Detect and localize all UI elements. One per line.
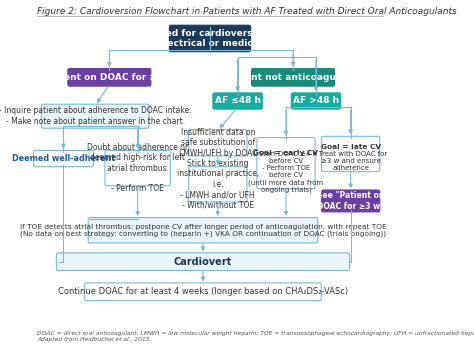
- FancyBboxPatch shape: [189, 167, 247, 202]
- FancyBboxPatch shape: [41, 104, 149, 128]
- FancyBboxPatch shape: [105, 151, 170, 186]
- Text: See "Patient on
DOAC for ≥3 w": See "Patient on DOAC for ≥3 w": [317, 191, 384, 211]
- Text: If TOE detects atrial thrombus: postpone CV after longer period of anticoagulati: If TOE detects atrial thrombus: postpone…: [19, 224, 386, 237]
- Text: Patient not anticoagulated: Patient not anticoagulated: [225, 73, 362, 82]
- FancyBboxPatch shape: [213, 93, 262, 109]
- Text: - Inquire patient about adherence to DOAC intake.
- Make note about patient answ: - Inquire patient about adherence to DOA…: [0, 106, 191, 126]
- Text: Goal = early CV: Goal = early CV: [254, 150, 319, 156]
- FancyBboxPatch shape: [252, 68, 335, 86]
- Text: Patient on DOAC for ≥3 w: Patient on DOAC for ≥3 w: [44, 73, 175, 82]
- Text: Stick to existing
institutional practice,
i.e.
- LMWH and/or UFH
- With/without : Stick to existing institutional practice…: [177, 159, 259, 210]
- FancyBboxPatch shape: [257, 137, 315, 189]
- FancyBboxPatch shape: [56, 253, 349, 271]
- Text: Insufficient data on
safe substitution of
LMWH/UFH by DOAC: Insufficient data on safe substitution o…: [179, 128, 257, 158]
- FancyBboxPatch shape: [88, 218, 318, 243]
- Text: Cardiovert: Cardiovert: [174, 257, 232, 267]
- FancyBboxPatch shape: [169, 25, 251, 52]
- Text: Need for cardioversion
(electrical or medical): Need for cardioversion (electrical or me…: [152, 29, 268, 48]
- Text: Doubt about adherence or
deemed high-risk for left
atrial thrombus:

- Perform T: Doubt about adherence or deemed high-ris…: [87, 143, 188, 193]
- FancyBboxPatch shape: [321, 190, 380, 212]
- Text: AF >48 h: AF >48 h: [293, 96, 339, 105]
- Text: Deemed well-adherent: Deemed well-adherent: [12, 154, 115, 163]
- FancyBboxPatch shape: [33, 151, 93, 167]
- FancyBboxPatch shape: [68, 68, 151, 86]
- Text: - Start DOAC ≥4 h
before CV
- Perform TOE
before CV
(until more data from
ongoin: - Start DOAC ≥4 h before CV - Perform TO…: [248, 145, 324, 193]
- Text: Figure 2: Cardioversion Flowchart in Patients with AF Treated with Direct Oral A: Figure 2: Cardioversion Flowchart in Pat…: [37, 7, 456, 16]
- Text: Continue DOAC for at least 4 weeks (longer based on CHA₂DS₂-VASc): Continue DOAC for at least 4 weeks (long…: [58, 287, 348, 296]
- FancyBboxPatch shape: [85, 283, 321, 300]
- Text: Goal = late CV: Goal = late CV: [320, 144, 381, 150]
- Text: DOAC = direct oral anticoagulant; LMWH = low molecular weight heparin; TOE = tra: DOAC = direct oral anticoagulant; LMWH =…: [37, 331, 474, 342]
- Text: AF ≤48 h: AF ≤48 h: [215, 96, 261, 105]
- Text: - Treat with DOAC for
≥3 w and ensure
adherence: - Treat with DOAC for ≥3 w and ensure ad…: [314, 144, 387, 171]
- FancyBboxPatch shape: [189, 130, 247, 156]
- FancyBboxPatch shape: [321, 136, 380, 172]
- FancyBboxPatch shape: [292, 93, 341, 109]
